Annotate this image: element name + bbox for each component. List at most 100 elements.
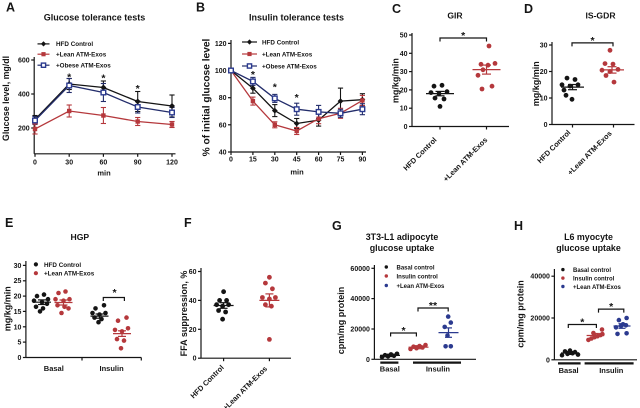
svg-text:0: 0 [546, 357, 550, 364]
svg-text:0: 0 [366, 357, 370, 364]
svg-text:200: 200 [18, 126, 30, 133]
svg-text:IS-GDR: IS-GDR [585, 11, 616, 21]
svg-text:0: 0 [17, 355, 21, 362]
svg-text:45: 45 [293, 157, 301, 164]
svg-text:G: G [332, 219, 342, 233]
svg-text:40: 40 [400, 51, 408, 58]
svg-text:30: 30 [14, 263, 22, 270]
svg-text:B: B [196, 1, 205, 15]
svg-text:40: 40 [219, 150, 227, 157]
svg-text:HFD Control: HFD Control [44, 262, 81, 269]
svg-text:+Lean ATM-Exos: +Lean ATM-Exos [221, 364, 269, 408]
svg-text:+Lean ATM-Exos: +Lean ATM-Exos [441, 135, 489, 183]
svg-text:60: 60 [315, 157, 323, 164]
svg-text:+Lean ATM-Exos: +Lean ATM-Exos [44, 271, 95, 278]
svg-text:50: 50 [400, 33, 408, 40]
svg-text:60000: 60000 [350, 266, 370, 273]
svg-text:Insulin: Insulin [599, 366, 624, 375]
svg-text:*: * [590, 35, 595, 47]
svg-text:F: F [184, 216, 192, 230]
svg-text:120: 120 [215, 41, 227, 48]
svg-text:Basal control: Basal control [573, 268, 611, 274]
svg-text:0: 0 [193, 356, 197, 363]
svg-text:min: min [97, 169, 111, 178]
svg-text:10: 10 [540, 96, 548, 103]
svg-text:Basal: Basal [559, 366, 579, 375]
svg-text:40000: 40000 [530, 274, 550, 281]
svg-text:600: 600 [18, 58, 30, 65]
svg-text:90: 90 [359, 157, 367, 164]
svg-text:30: 30 [271, 157, 279, 164]
svg-text:80: 80 [219, 95, 227, 102]
svg-text:Insulin control: Insulin control [573, 276, 615, 282]
svg-text:HFD Control: HFD Control [262, 39, 299, 46]
svg-text:20000: 20000 [530, 316, 550, 323]
svg-text:30: 30 [65, 159, 73, 166]
svg-text:D: D [524, 2, 533, 16]
svg-text:75: 75 [337, 157, 345, 164]
svg-text:cpm/mg protein: cpm/mg protein [516, 280, 526, 348]
svg-text:10: 10 [400, 106, 408, 113]
svg-text:5: 5 [17, 340, 21, 347]
svg-text:0: 0 [544, 122, 548, 129]
svg-text:*: * [609, 301, 614, 313]
svg-text:Glucose level, mg/dl: Glucose level, mg/dl [1, 56, 11, 141]
svg-text:FFA suppression, %: FFA suppression, % [179, 271, 189, 357]
svg-text:% of initial glucose level: % of initial glucose level [202, 38, 213, 156]
svg-text:Glucose tolerance tests: Glucose tolerance tests [44, 13, 146, 23]
svg-text:30: 30 [400, 69, 408, 76]
svg-text:3T3-L1 adipocyte: 3T3-L1 adipocyte [366, 232, 439, 242]
svg-text:+Lean ATM-Exos: +Lean ATM-Exos [56, 52, 107, 59]
svg-text:HFD Control: HFD Control [56, 41, 93, 48]
svg-text:**: ** [429, 300, 438, 312]
svg-text:*: * [580, 317, 585, 329]
svg-text:+Lean ATM-Exos: +Lean ATM-Exos [566, 129, 614, 177]
svg-text:20: 20 [14, 294, 22, 301]
svg-text:30: 30 [540, 43, 548, 50]
svg-text:min: min [290, 168, 304, 177]
svg-text:*: * [136, 83, 141, 95]
svg-text:Insulin control: Insulin control [397, 274, 439, 280]
svg-text:Insulin: Insulin [100, 364, 125, 373]
svg-text:10: 10 [14, 324, 22, 331]
svg-text:+Lean ATM-Exos: +Lean ATM-Exos [573, 285, 622, 291]
svg-text:*: * [67, 72, 72, 84]
svg-text:mg/kg/min: mg/kg/min [390, 58, 400, 103]
svg-text:Insulin: Insulin [426, 365, 451, 374]
svg-text:*: * [101, 72, 106, 84]
svg-text:Basal control: Basal control [397, 265, 435, 271]
svg-text:mg/kg/min: mg/kg/min [2, 286, 12, 331]
svg-text:+Lean ATM-Exos: +Lean ATM-Exos [262, 51, 313, 58]
svg-text:120: 120 [166, 159, 178, 166]
svg-text:400: 400 [18, 92, 30, 99]
svg-text:L6 myocyte: L6 myocyte [564, 232, 613, 242]
svg-text:Basal: Basal [44, 364, 64, 373]
svg-text:*: * [112, 287, 117, 299]
svg-text:0: 0 [229, 157, 233, 164]
svg-text:glucose uptake: glucose uptake [370, 243, 435, 253]
svg-text:A: A [6, 1, 15, 15]
svg-text:mg/kg/min: mg/kg/min [531, 61, 541, 106]
svg-text:15: 15 [249, 157, 257, 164]
svg-text:cpm/mg protein: cpm/mg protein [336, 287, 346, 355]
svg-text:Insulin tolerance tests: Insulin tolerance tests [249, 13, 344, 23]
svg-text:HFD Control: HFD Control [535, 128, 572, 165]
svg-text:100: 100 [215, 68, 227, 75]
svg-text:20000: 20000 [350, 327, 370, 334]
svg-text:C: C [392, 2, 401, 16]
svg-text:HFD Control: HFD Control [189, 363, 226, 400]
svg-text:+Lean ATM-Exos: +Lean ATM-Exos [397, 284, 446, 290]
svg-text:15: 15 [14, 309, 22, 316]
svg-text:*: * [273, 81, 278, 93]
svg-text:*: * [295, 92, 300, 104]
svg-text:20: 20 [400, 87, 408, 94]
svg-text:40: 40 [189, 298, 197, 305]
svg-text:HGP: HGP [70, 232, 89, 242]
svg-text:E: E [5, 216, 13, 230]
svg-text:40000: 40000 [350, 296, 370, 303]
svg-text:HFD Control: HFD Control [401, 135, 438, 172]
svg-text:0: 0 [404, 124, 408, 131]
svg-text:*: * [461, 30, 466, 42]
svg-text:+Obese ATM-Exos: +Obese ATM-Exos [262, 63, 317, 70]
svg-text:GIR: GIR [447, 11, 463, 21]
